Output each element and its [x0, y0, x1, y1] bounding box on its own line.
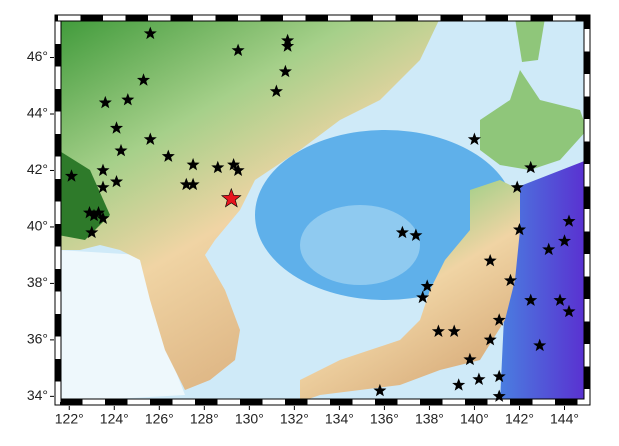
- epicenter-star: [452, 378, 466, 391]
- epicenter-star: [136, 73, 151, 86]
- epicenter-star: [186, 177, 200, 191]
- epicenter-star: [504, 273, 517, 287]
- epicenter-star: [467, 132, 482, 146]
- y-tick-label: 40°: [27, 218, 48, 234]
- epicenter-star: [161, 149, 175, 162]
- epicenter-star: [85, 225, 99, 239]
- epicenter-star: [483, 253, 497, 267]
- x-tick-label: 142°: [505, 411, 534, 427]
- epicenter-star: [409, 228, 423, 242]
- y-tick-label: 34°: [27, 387, 48, 403]
- y-tick-label: 46°: [27, 48, 48, 64]
- terrain: [58, 18, 587, 402]
- y-tick-label: 42°: [27, 161, 48, 177]
- epicenter-star: [281, 39, 295, 52]
- x-tick-label: 140°: [460, 411, 489, 427]
- epicenter-star: [510, 180, 524, 194]
- epicenter-star: [542, 242, 556, 256]
- epicenter-star: [220, 187, 242, 208]
- epicenter-star: [91, 205, 106, 219]
- epicenter-star: [231, 163, 245, 176]
- epicenter-star: [278, 64, 292, 78]
- epicenter-star: [186, 157, 200, 171]
- epicenter-star: [463, 352, 477, 366]
- x-tick-label: 128°: [190, 411, 219, 427]
- y-tick-label: 38°: [27, 274, 48, 290]
- epicenter-star: [533, 338, 547, 352]
- epicenter-star: [512, 222, 527, 236]
- epicenter-star: [483, 333, 497, 346]
- epicenter-star: [211, 160, 225, 174]
- x-tick-label: 132°: [280, 411, 309, 427]
- epicenter-star: [492, 369, 506, 383]
- epicenter-star: [524, 293, 538, 306]
- epicenter-star: [373, 383, 387, 397]
- epicenter-star: [121, 93, 135, 106]
- x-tick-label: 134°: [325, 411, 354, 427]
- x-tick-label: 126°: [145, 411, 174, 427]
- x-tick-label: 130°: [235, 411, 264, 427]
- x-tick-label: 138°: [415, 411, 444, 427]
- epicenter-star: [227, 157, 241, 171]
- x-tick-label: 124°: [100, 411, 129, 427]
- epicenter-star: [492, 313, 506, 326]
- y-tick-label: 36°: [27, 331, 48, 347]
- epicenter-star: [395, 225, 409, 239]
- epicenter-star: [269, 84, 283, 98]
- epicenter-star: [492, 389, 506, 402]
- y-tick-label: 44°: [27, 105, 48, 121]
- epicenter-star: [96, 180, 110, 194]
- epicenter-star: [562, 304, 576, 318]
- epicenter-star: [231, 43, 245, 56]
- epicenter-star: [96, 163, 110, 176]
- x-tick-label: 122°: [55, 411, 84, 427]
- epicenter-star: [553, 293, 567, 306]
- epicenter-star: [96, 211, 110, 224]
- epicenter-star: [431, 324, 445, 338]
- epicenter-star: [416, 290, 430, 304]
- epicenter-star: [447, 324, 461, 338]
- epicenter-star: [109, 174, 124, 188]
- epicenter-star: [114, 143, 128, 157]
- epicenter-star: [109, 121, 124, 134]
- epicenter-star: [524, 160, 538, 174]
- epicenter-star: [420, 279, 434, 292]
- epicenter-star: [64, 169, 79, 182]
- x-tick-label: 136°: [370, 411, 399, 427]
- epicenter-star: [143, 132, 157, 146]
- epicenter-star: [472, 372, 486, 386]
- frame-stripes: [55, 15, 590, 405]
- epicenter-star: [557, 234, 572, 247]
- epicenter-star: [562, 214, 576, 227]
- epicenter-star: [143, 26, 157, 40]
- x-tick-label: 144°: [550, 411, 579, 427]
- epicenter-star: [98, 95, 112, 109]
